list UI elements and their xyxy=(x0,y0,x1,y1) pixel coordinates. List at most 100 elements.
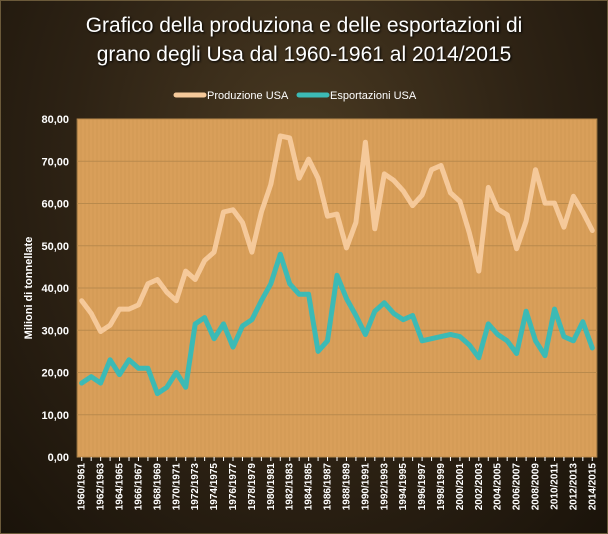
data-point xyxy=(580,319,586,324)
data-point xyxy=(580,209,586,215)
data-point xyxy=(145,281,151,286)
data-point xyxy=(486,321,491,327)
data-point xyxy=(306,156,311,162)
data-point xyxy=(230,207,236,213)
x-tick-label: 1990/1991 xyxy=(360,463,371,511)
x-tick-label: 1966/1967 xyxy=(133,463,144,511)
data-point xyxy=(107,357,113,363)
data-point xyxy=(514,351,519,356)
data-point xyxy=(259,298,264,303)
data-point xyxy=(117,306,122,312)
data-point xyxy=(448,190,453,196)
x-tick-label: 1998/1999 xyxy=(436,463,447,511)
data-point xyxy=(155,277,160,282)
y-tick-label: 70,00 xyxy=(41,156,69,168)
y-tick-label: 60,00 xyxy=(41,199,69,211)
data-point xyxy=(325,338,330,344)
data-point xyxy=(467,230,472,236)
data-point xyxy=(504,338,510,344)
data-point xyxy=(419,192,425,198)
y-tick-label: 30,00 xyxy=(41,325,69,337)
x-tick-label: 1986/1987 xyxy=(323,463,334,511)
data-point xyxy=(391,178,396,183)
data-point xyxy=(410,203,415,208)
data-point xyxy=(382,171,387,177)
data-point xyxy=(533,338,538,344)
data-point xyxy=(467,342,472,348)
data-point xyxy=(448,332,453,337)
data-point xyxy=(419,338,425,344)
data-point xyxy=(325,213,330,219)
data-point xyxy=(155,391,160,396)
data-point xyxy=(486,185,491,190)
data-point xyxy=(561,224,567,230)
data-point xyxy=(107,322,113,328)
data-point xyxy=(353,220,359,225)
data-point xyxy=(400,317,406,322)
data-point xyxy=(523,219,529,224)
data-point xyxy=(315,349,321,354)
x-tick-label: 1982/1983 xyxy=(285,463,296,511)
data-point xyxy=(334,211,340,217)
x-tick-label: 2002/2003 xyxy=(474,463,485,511)
x-tick-label: 2014/2015 xyxy=(587,463,598,511)
x-tick-label: 1976/1977 xyxy=(228,463,239,511)
data-point xyxy=(287,281,292,286)
data-point xyxy=(268,281,274,286)
data-point xyxy=(164,385,170,390)
data-point xyxy=(88,311,94,316)
x-tick-label: 1992/1993 xyxy=(379,463,390,511)
data-point xyxy=(571,194,576,199)
x-tick-label: 2000/2001 xyxy=(455,463,466,511)
data-point xyxy=(495,332,500,337)
data-point xyxy=(240,323,245,329)
data-point xyxy=(306,292,311,297)
data-point xyxy=(145,366,151,371)
data-point xyxy=(571,338,576,344)
data-point xyxy=(552,306,557,312)
data-point xyxy=(98,380,103,386)
x-tick-label: 1978/1979 xyxy=(247,463,258,511)
x-tick-label: 1964/1965 xyxy=(115,463,126,511)
x-tick-label: 2006/2007 xyxy=(512,463,523,511)
data-point xyxy=(211,249,217,255)
x-tick-label: 2010/2011 xyxy=(549,463,560,510)
data-point xyxy=(259,209,264,215)
data-point xyxy=(410,313,415,318)
data-point xyxy=(287,135,292,141)
data-point xyxy=(363,140,368,145)
x-tick-label: 2004/2005 xyxy=(493,463,504,511)
y-tick-label: 80,00 xyxy=(41,114,69,126)
data-point xyxy=(315,175,321,181)
data-point xyxy=(183,268,188,274)
chart-title-line-2: grano degli Usa dal 1960-1961 al 2014/20… xyxy=(96,43,512,66)
y-tick-label: 0,00 xyxy=(48,452,69,464)
x-tick-label: 1962/1963 xyxy=(96,463,107,511)
x-tick-label: 1970/1971 xyxy=(171,463,182,511)
data-point xyxy=(363,332,368,337)
x-tick-label: 1996/1997 xyxy=(417,463,428,511)
data-point xyxy=(126,306,132,312)
data-point xyxy=(457,199,463,204)
data-point xyxy=(202,315,207,320)
data-point xyxy=(183,385,188,390)
y-tick-label: 10,00 xyxy=(41,410,69,422)
data-point xyxy=(240,220,245,225)
x-tick-label: 1974/1975 xyxy=(209,463,220,511)
x-tick-label: 1972/1973 xyxy=(190,463,201,511)
legend-esportazioni-label: Esportazioni USA xyxy=(330,90,417,102)
data-point xyxy=(334,273,340,278)
x-tick-label: 1988/1989 xyxy=(341,463,352,511)
data-point xyxy=(221,321,226,327)
chart-title-line-1: Grafico della produziona e delle esporta… xyxy=(85,14,523,37)
data-point xyxy=(174,298,179,303)
data-point xyxy=(476,355,482,360)
data-point xyxy=(514,246,519,251)
data-point xyxy=(429,336,434,341)
x-tick-label: 2012/2013 xyxy=(568,463,579,511)
data-point xyxy=(136,366,141,371)
data-point xyxy=(136,302,141,308)
data-point xyxy=(344,245,349,251)
